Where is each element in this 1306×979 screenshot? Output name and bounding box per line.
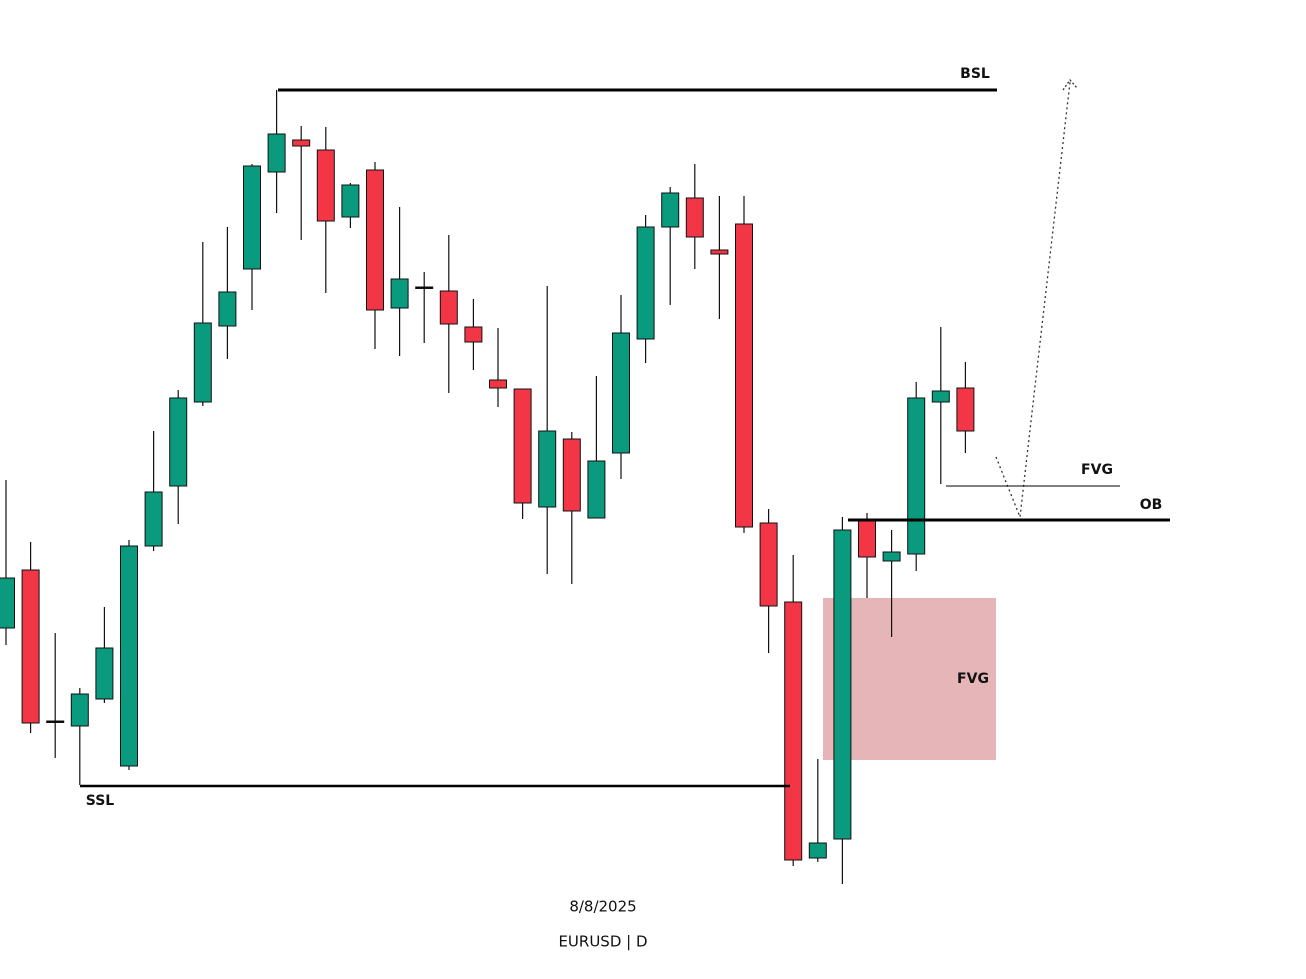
candle-body	[366, 169, 384, 311]
candle-body	[513, 388, 532, 504]
candle-body	[661, 192, 680, 228]
projection-line	[995, 81, 1071, 518]
candle-body	[587, 460, 606, 519]
arrow-head	[1062, 78, 1078, 91]
projection-path	[995, 78, 1078, 518]
candle-body	[292, 139, 311, 147]
level-label: FVG	[1081, 462, 1113, 478]
candle-body	[833, 529, 852, 840]
candle-body	[21, 569, 40, 724]
date-label: 8/8/2025	[569, 898, 636, 916]
candle-body	[95, 647, 114, 700]
zone-box	[823, 598, 996, 760]
candle-body	[341, 184, 360, 218]
candle-body	[562, 438, 581, 512]
candle-body	[612, 332, 630, 454]
level-label: SSL	[86, 793, 115, 809]
candle-body	[0, 577, 15, 629]
candle-body	[907, 397, 926, 555]
levels: BSL SSL OB FVG	[80, 66, 1170, 809]
candle-body	[218, 291, 237, 327]
candle-body	[169, 397, 188, 487]
candle-body	[710, 249, 729, 255]
candle-body	[489, 379, 507, 389]
candle-body	[858, 520, 876, 558]
zone-label: FVG	[957, 671, 989, 687]
candle-body	[538, 430, 557, 508]
level-label: OB	[1140, 497, 1163, 513]
candle-body	[735, 223, 753, 528]
symbol-label: EURUSD | D	[558, 933, 647, 951]
fvg-zone: FVG	[823, 598, 996, 760]
candle-body	[193, 322, 212, 403]
candle-body	[390, 278, 409, 309]
candle-body	[267, 133, 286, 173]
level-label: BSL	[960, 66, 990, 82]
candle-body	[808, 842, 827, 859]
candle-body	[46, 720, 65, 723]
candle-body	[931, 390, 950, 403]
candle-body	[120, 545, 138, 767]
candle-body	[784, 601, 803, 861]
candle-body	[415, 286, 434, 289]
candle-body	[464, 326, 483, 343]
candle-body	[759, 522, 778, 607]
candle-body	[439, 290, 458, 325]
candle-body	[685, 197, 704, 238]
candle-body	[243, 165, 261, 270]
candle-body	[70, 693, 89, 727]
candle-body	[882, 551, 901, 562]
candle-body	[144, 491, 163, 547]
candle-body	[956, 387, 975, 432]
candle-body	[316, 149, 335, 222]
candle-body	[636, 226, 655, 340]
candles	[0, 90, 975, 884]
